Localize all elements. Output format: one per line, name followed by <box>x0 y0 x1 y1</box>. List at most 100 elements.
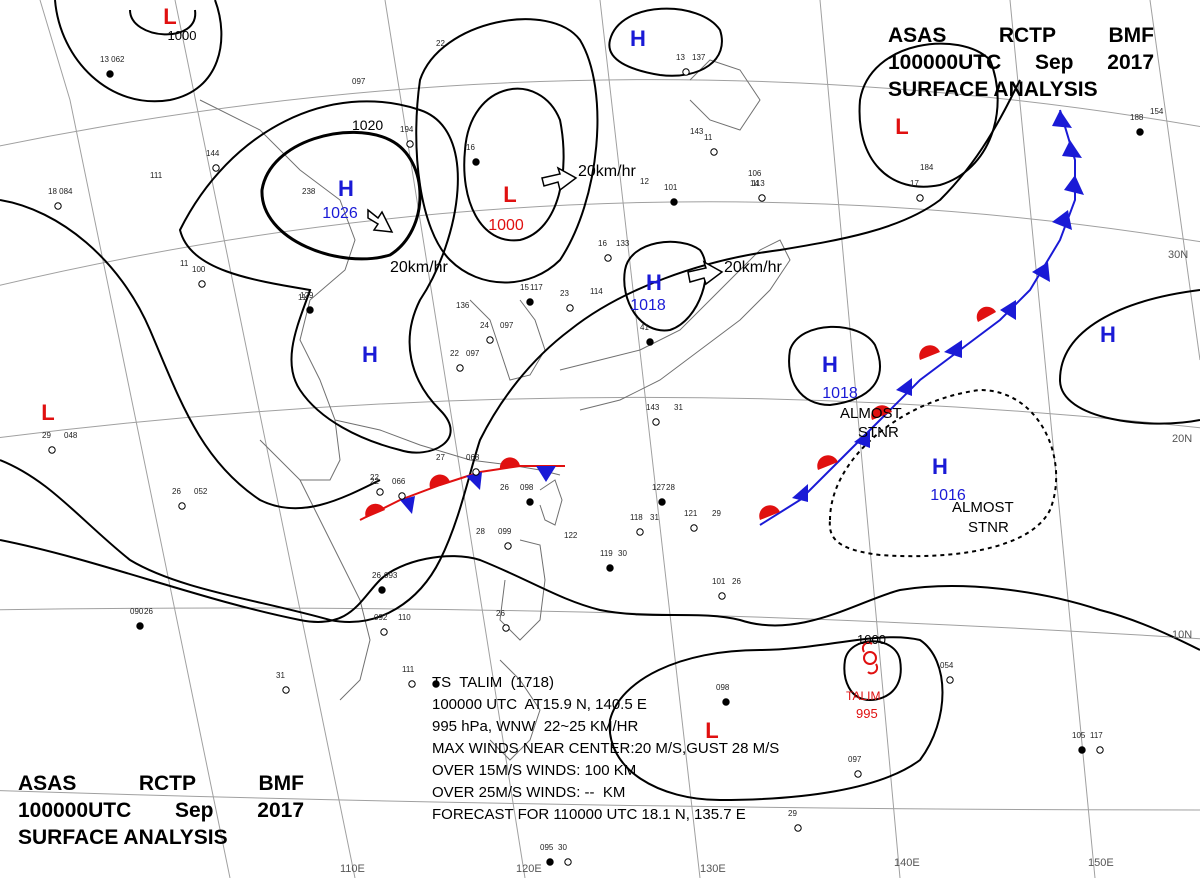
station-circle <box>636 528 644 536</box>
station-value: 097 <box>848 755 862 764</box>
isobar-main-west <box>0 199 381 510</box>
warm-front-pacific <box>759 306 996 520</box>
high-center-letter: H <box>646 270 662 295</box>
stationary-note-line2: STNR <box>858 424 899 441</box>
header-code: BMF <box>1108 24 1155 47</box>
high-center-letter: H <box>822 352 838 377</box>
station-value: 117 <box>530 283 543 292</box>
typhoon-name-label: TALIM <box>846 689 880 703</box>
pressure-center-value: 1000 <box>168 28 197 43</box>
station-circle <box>54 202 62 210</box>
station-value: 13 <box>676 53 685 62</box>
lat-label-30n: 30N <box>1168 249 1188 261</box>
lon-line-160e <box>1149 0 1200 361</box>
pressure-center-value: 1018 <box>630 297 666 314</box>
cold-front-triangle <box>1062 140 1082 158</box>
station-circle <box>306 306 314 314</box>
station-value: 137 <box>692 53 706 62</box>
station-circle <box>606 564 614 572</box>
station-value: 30 <box>558 843 567 852</box>
station-value: 111 <box>150 171 163 180</box>
stationary-note-line1: ALMOST <box>952 499 1014 516</box>
station-value: 13 062 <box>100 55 125 64</box>
stationary-note-line2: STNR <box>968 519 1009 536</box>
lon-line-130e <box>599 0 701 878</box>
isobar-south-broad <box>0 539 1200 651</box>
station-circle <box>432 680 440 688</box>
high-center-letter: H <box>362 342 378 367</box>
low-center-letter: L <box>163 4 176 29</box>
station-value: 29 <box>712 509 721 518</box>
isobar-arctic-high <box>608 7 723 77</box>
header-station: RCTP <box>998 24 1057 47</box>
warm-front-semicircle <box>871 405 892 420</box>
station-value: 28 <box>666 483 675 492</box>
station-circle <box>472 468 480 476</box>
station-circle <box>198 280 206 288</box>
station-value: 26 <box>496 609 505 618</box>
header-line2: 100000UTC Sep 2017 <box>18 797 304 824</box>
high-center-letter: H <box>932 454 948 479</box>
low-center-letter: L <box>41 400 54 425</box>
header-product: SURFACE ANALYSIS <box>18 826 228 849</box>
station-circle <box>472 158 480 166</box>
coast-luzon <box>499 539 546 641</box>
station-value: 093 <box>384 571 398 580</box>
cold-front-triangle <box>466 472 482 490</box>
station-value: 26 <box>144 607 153 616</box>
station-circle <box>526 498 534 506</box>
station-value: 12 <box>640 177 649 186</box>
high-center-letter: H <box>630 26 646 51</box>
cold-front-triangle <box>896 378 912 396</box>
station-value: 28 <box>476 527 485 536</box>
lat-label-10n: 10N <box>1172 629 1192 641</box>
bulletin-line: MAX WINDS NEAR CENTER:20 M/S,GUST 28 M/S <box>432 740 780 757</box>
header-product: SURFACE ANALYSIS <box>888 78 1098 101</box>
station-circle <box>282 686 290 694</box>
station-circle <box>398 492 406 500</box>
lat-line-30n <box>0 201 1200 286</box>
cold-front-triangle <box>1064 175 1084 195</box>
isobar-nw-low-inner <box>129 9 197 36</box>
station-value: 26 <box>500 483 509 492</box>
motion-label: 20km/hr <box>724 259 782 276</box>
station-value: 11 <box>298 293 307 302</box>
coast-china <box>199 99 356 481</box>
station-circle <box>486 336 494 344</box>
warm-front-semicircle <box>365 503 385 518</box>
lon-label-120e: 120E <box>516 863 542 875</box>
station-circle <box>670 198 678 206</box>
header-year: 2017 <box>1107 51 1154 74</box>
station-value: 31 <box>276 671 285 680</box>
station-circle <box>1078 746 1086 754</box>
station-circle <box>406 140 414 148</box>
coast-vietnam <box>299 479 371 701</box>
motion-label: 20km/hr <box>390 259 448 276</box>
station-value: 099 <box>498 527 512 536</box>
station-value: 106 <box>748 169 762 178</box>
cold-front-triangle <box>1052 110 1072 128</box>
station-value: 122 <box>564 531 578 540</box>
station-value: 184 <box>920 163 934 172</box>
station-value: 098 <box>716 683 730 692</box>
station-circle <box>106 70 114 78</box>
header-month: Sep <box>1035 51 1074 74</box>
station-value: 118 <box>630 513 643 522</box>
station-value: 113 <box>752 179 765 188</box>
high-center-letter: H <box>338 176 354 201</box>
bulletin-line: 995 hPa, WNW 22~25 KM/HR <box>432 718 639 735</box>
station-circle <box>718 592 726 600</box>
station-circle <box>376 488 384 496</box>
station-value: 133 <box>616 239 630 248</box>
station-circle <box>916 194 924 202</box>
station-value: 100 <box>192 265 206 274</box>
station-value: 129 <box>300 291 314 300</box>
isobar-label-1020: 1020 <box>352 117 383 133</box>
motion-arrows <box>367 166 724 286</box>
isobar-label-1000-typhoon: 1000 <box>857 632 886 647</box>
station-value: 098 <box>520 483 534 492</box>
station-value: 26 <box>732 577 741 586</box>
station-circle <box>502 624 510 632</box>
station-circle <box>212 164 220 172</box>
